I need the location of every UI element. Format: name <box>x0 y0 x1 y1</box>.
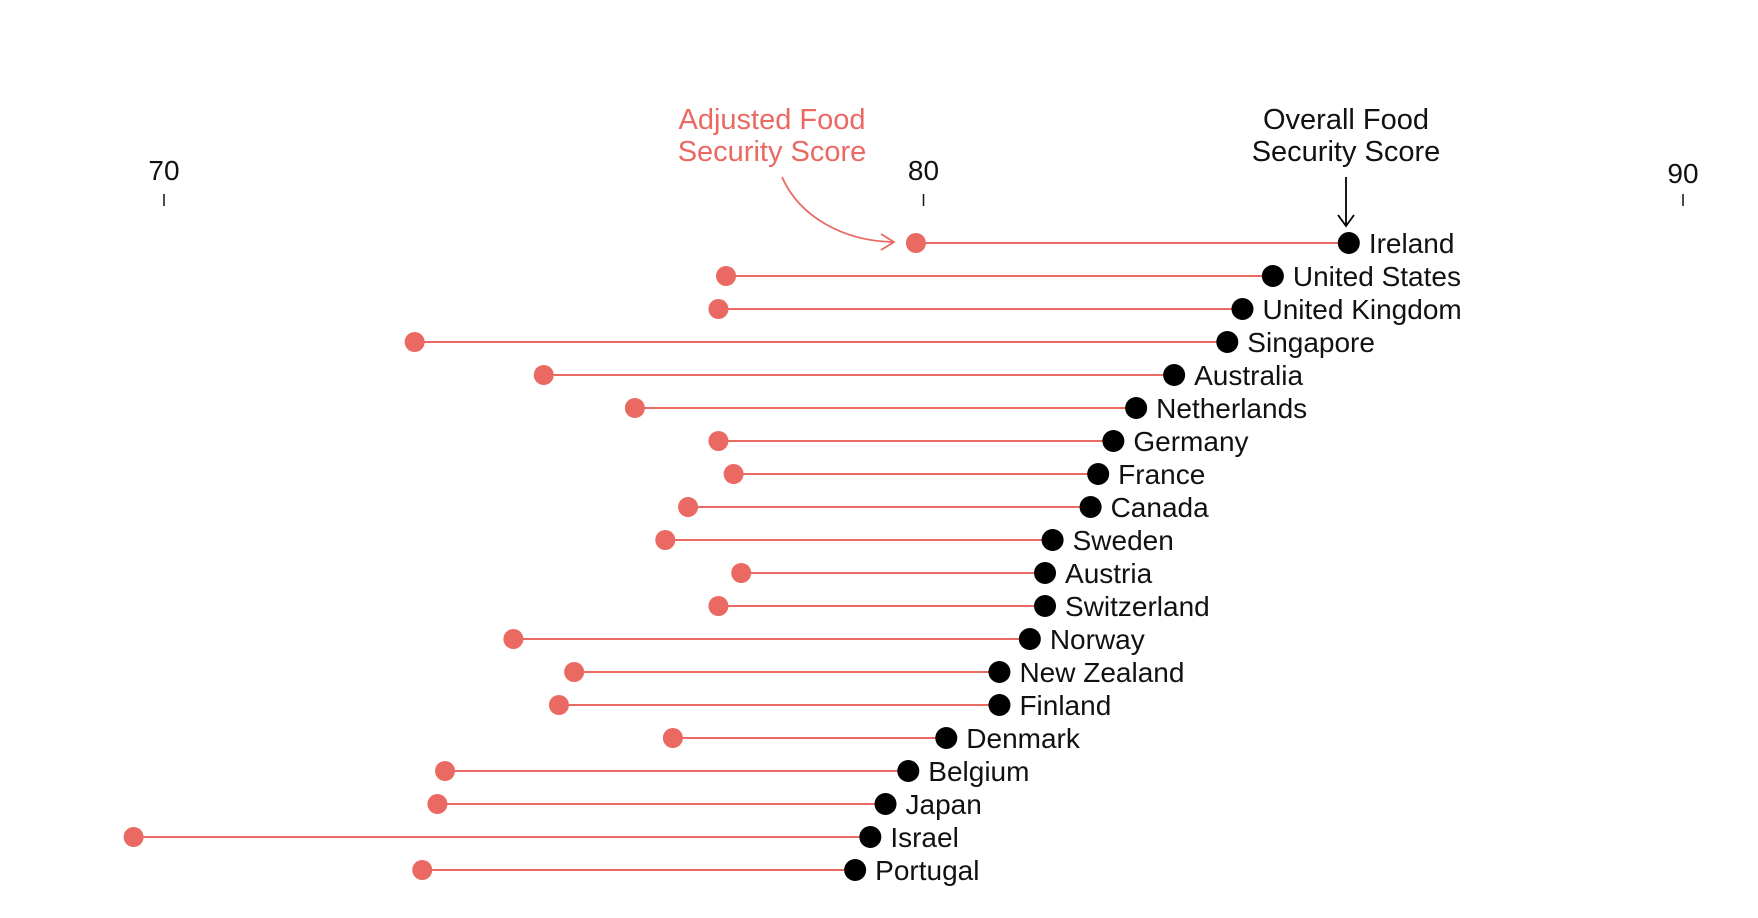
connector-lines <box>133 242 1349 871</box>
overall-score-point <box>1034 562 1057 584</box>
overall-score-point <box>897 760 920 782</box>
x-tick-label: 90 <box>1667 158 1698 189</box>
adjusted-legend-curved-arrow-icon <box>781 176 894 243</box>
overall-score-point <box>935 727 958 749</box>
country-label: Netherlands <box>1156 393 1307 424</box>
country-label: Denmark <box>966 723 1081 754</box>
country-label: Switzerland <box>1065 591 1210 622</box>
adjusted-score-point <box>708 431 729 451</box>
x-axis: 70 80 90 <box>148 155 1699 206</box>
overall-score-point <box>1125 397 1148 419</box>
country-label: United States <box>1293 261 1461 292</box>
adjusted-score-point <box>731 563 752 583</box>
country-label: New Zealand <box>1019 657 1184 688</box>
overall-score-point <box>1337 232 1360 254</box>
country-label: Israel <box>890 822 958 853</box>
country-label: Germany <box>1133 426 1248 457</box>
adjusted-legend-arrowhead-icon <box>880 233 896 251</box>
overall-legend-arrowhead-icon <box>1337 214 1355 228</box>
adjusted-score-point <box>548 695 569 715</box>
x-tick-label: 80 <box>908 155 939 186</box>
adjusted-score-point <box>435 761 456 781</box>
x-tick-label: 70 <box>148 155 179 186</box>
adjusted-legend-line-1: Adjusted Food <box>678 104 865 136</box>
overall-score-point <box>874 793 897 815</box>
adjusted-score-point <box>723 464 744 484</box>
overall-score-point <box>1041 529 1064 551</box>
adjusted-score-legend: Adjusted Food Security Score <box>678 104 896 251</box>
overall-legend-line-2: Security Score <box>1252 136 1441 168</box>
adjusted-score-point <box>503 629 524 649</box>
adjusted-score-point <box>708 596 729 616</box>
adjusted-score-point <box>564 662 585 682</box>
adjusted-score-point <box>708 299 729 319</box>
country-label: Australia <box>1194 360 1303 391</box>
country-label: Sweden <box>1073 525 1174 556</box>
country-label: United Kingdom <box>1262 294 1461 325</box>
country-label: France <box>1118 459 1205 490</box>
adjusted-score-point <box>678 497 699 517</box>
overall-legend-line-1: Overall Food <box>1263 104 1429 136</box>
adjusted-score-point <box>716 266 737 286</box>
overall-score-point <box>988 694 1011 716</box>
overall-score-point <box>1261 265 1284 287</box>
overall-score-point <box>859 826 882 848</box>
overall-score-point <box>1102 430 1125 452</box>
country-label: Singapore <box>1247 327 1375 358</box>
adjusted-legend-line-2: Security Score <box>678 136 867 168</box>
overall-score-dots <box>844 232 1360 881</box>
adjusted-score-point <box>123 827 144 847</box>
country-label: Japan <box>906 789 982 820</box>
overall-score-point <box>988 661 1011 683</box>
overall-score-point <box>844 859 867 881</box>
overall-score-point <box>1079 496 1102 518</box>
overall-score-legend: Overall Food Security Score <box>1252 104 1441 228</box>
country-label: Austria <box>1065 558 1153 589</box>
adjusted-score-point <box>655 530 676 550</box>
adjusted-score-point <box>412 860 433 880</box>
overall-score-point <box>1034 595 1057 617</box>
country-label: Canada <box>1111 492 1210 523</box>
adjusted-score-point <box>662 728 683 748</box>
overall-score-point <box>1018 628 1041 650</box>
country-label: Finland <box>1019 690 1111 721</box>
country-label: Belgium <box>928 756 1029 787</box>
adjusted-score-point <box>905 233 926 253</box>
country-label: Ireland <box>1369 228 1455 259</box>
overall-score-point <box>1087 463 1110 485</box>
adjusted-score-dots <box>123 233 926 880</box>
adjusted-score-point <box>427 794 448 814</box>
overall-score-point <box>1231 298 1254 320</box>
country-label: Portugal <box>875 855 979 886</box>
adjusted-score-point <box>533 365 554 385</box>
overall-score-point <box>1163 364 1186 386</box>
adjusted-score-point <box>624 398 645 418</box>
overall-score-point <box>1216 331 1239 353</box>
country-label: Norway <box>1050 624 1145 655</box>
adjusted-score-point <box>404 332 425 352</box>
